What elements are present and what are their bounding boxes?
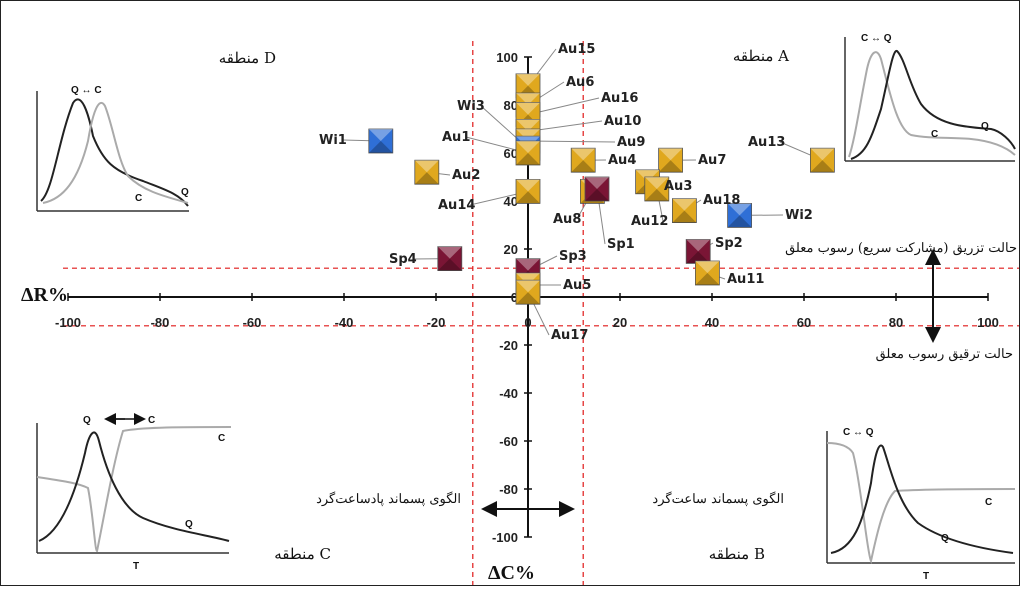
point-au4 [571, 148, 595, 172]
point-au17 [516, 280, 540, 304]
dilution-note: حالت ترقیق رسوب معلق [876, 347, 1013, 362]
inset-c-axis-label: T [133, 561, 139, 572]
inset-d-c-label: C [135, 193, 142, 204]
point-au14 [516, 179, 540, 203]
x-tick-label: 100 [977, 315, 999, 330]
point-label-au13: Au13 [748, 135, 785, 150]
point-label-au12: Au12 [631, 214, 668, 229]
y-tick-label: 20 [504, 242, 518, 257]
inset-b: C ↔ Q C Q T [823, 423, 1017, 582]
zone-label-d: منطقه D [219, 49, 276, 67]
point-label-au4: Au4 [608, 153, 636, 168]
point-sp1 [585, 177, 609, 201]
point-label-au5: Au5 [563, 278, 591, 293]
inset-a: C ↔ Q C Q [841, 29, 1017, 163]
x-tick-label: 0 [524, 315, 531, 330]
point-wi1 [369, 129, 393, 153]
x-tick-label: -80 [151, 315, 170, 330]
y-tick-label: 100 [496, 50, 518, 65]
point-label-au11: Au11 [727, 272, 764, 287]
point-au13 [810, 148, 834, 172]
inset-c-q-curve-label: Q [185, 519, 193, 530]
y-tick-label: -60 [499, 434, 518, 449]
inset-d: Q ↔ C C Q [33, 81, 191, 213]
point-label-wi2: Wi2 [785, 208, 813, 223]
inset-c-c-top-label: C [148, 415, 155, 426]
y-tick-label: -20 [499, 338, 518, 353]
data-points [369, 74, 835, 304]
point-label-au9: Au9 [617, 135, 645, 150]
y-tick-label: -100 [492, 530, 518, 545]
point-label-au15: Au15 [558, 42, 595, 57]
point-au1 [516, 141, 540, 165]
x-tick-label: -20 [427, 315, 446, 330]
leader-line [528, 141, 615, 142]
point-label-au2: Au2 [452, 168, 480, 183]
inset-a-c-label: C [931, 129, 938, 140]
point-label-au1: Au1 [442, 130, 470, 145]
counterclockwise-note: الگوی پسماند پادساعت‌گرد [316, 491, 461, 507]
zone-label-a: منطقه A [733, 47, 789, 65]
zone-label-c: منطقه C [274, 545, 331, 563]
point-label-sp4: Sp4 [389, 252, 417, 267]
x-tick-label: 80 [889, 315, 903, 330]
x-tick-label: 40 [705, 315, 719, 330]
point-au11 [695, 261, 719, 285]
inset-b-c-label: C [985, 497, 992, 508]
point-label-au3: Au3 [664, 179, 692, 194]
x-tick-label: 20 [613, 315, 627, 330]
y-tick-label: -40 [499, 386, 518, 401]
inset-b-q-label: Q [941, 533, 949, 544]
x-tick-label: 60 [797, 315, 811, 330]
point-label-wi3: Wi3 [457, 99, 485, 114]
point-label-au16: Au16 [601, 91, 638, 106]
inset-c-c-label: C [218, 433, 225, 444]
point-label-au6: Au6 [566, 75, 594, 90]
clockwise-note: الگوی پسماند ساعت‌گرد [652, 491, 784, 507]
point-label-au7: Au7 [698, 153, 726, 168]
y-tick-label: -80 [499, 482, 518, 497]
x-tick-label: -40 [335, 315, 354, 330]
point-label-au8: Au8 [553, 212, 581, 227]
y-axis-title: ΔR% [21, 284, 68, 306]
point-label-au18: Au18 [703, 193, 740, 208]
x-tick-label: -100 [55, 315, 81, 330]
inset-b-axis-label: T [923, 571, 929, 582]
point-au18 [672, 199, 696, 223]
inset-d-top-label: Q ↔ C [71, 85, 102, 96]
inset-c-q-label: Q [83, 415, 91, 426]
point-label-sp2: Sp2 [715, 236, 743, 251]
point-au7 [659, 148, 683, 172]
inset-d-q-label: Q [181, 187, 189, 198]
point-label-au14: Au14 [438, 198, 475, 213]
x-axis-title: ΔC% [488, 562, 535, 584]
inset-c: Q C C Q T [33, 413, 233, 572]
inset-a-top-label: C ↔ Q [861, 33, 892, 44]
inset-b-top-label: C ↔ Q [843, 427, 874, 438]
point-sp4 [438, 247, 462, 271]
point-au2 [415, 160, 439, 184]
point-label-sp3: Sp3 [559, 249, 587, 264]
x-tick-label: -60 [243, 315, 262, 330]
point-sp2 [686, 239, 710, 263]
point-label-wi1: Wi1 [319, 133, 347, 148]
zone-label-b: منطقه B [709, 545, 765, 563]
inset-a-q-label: Q [981, 121, 989, 132]
point-label-au17: Au17 [551, 328, 588, 343]
point-label-au10: Au10 [604, 114, 641, 129]
point-label-sp1: Sp1 [607, 237, 635, 252]
injection-note: حالت تزریق (مشارکت سریع) رسوب معلق [785, 241, 1017, 256]
